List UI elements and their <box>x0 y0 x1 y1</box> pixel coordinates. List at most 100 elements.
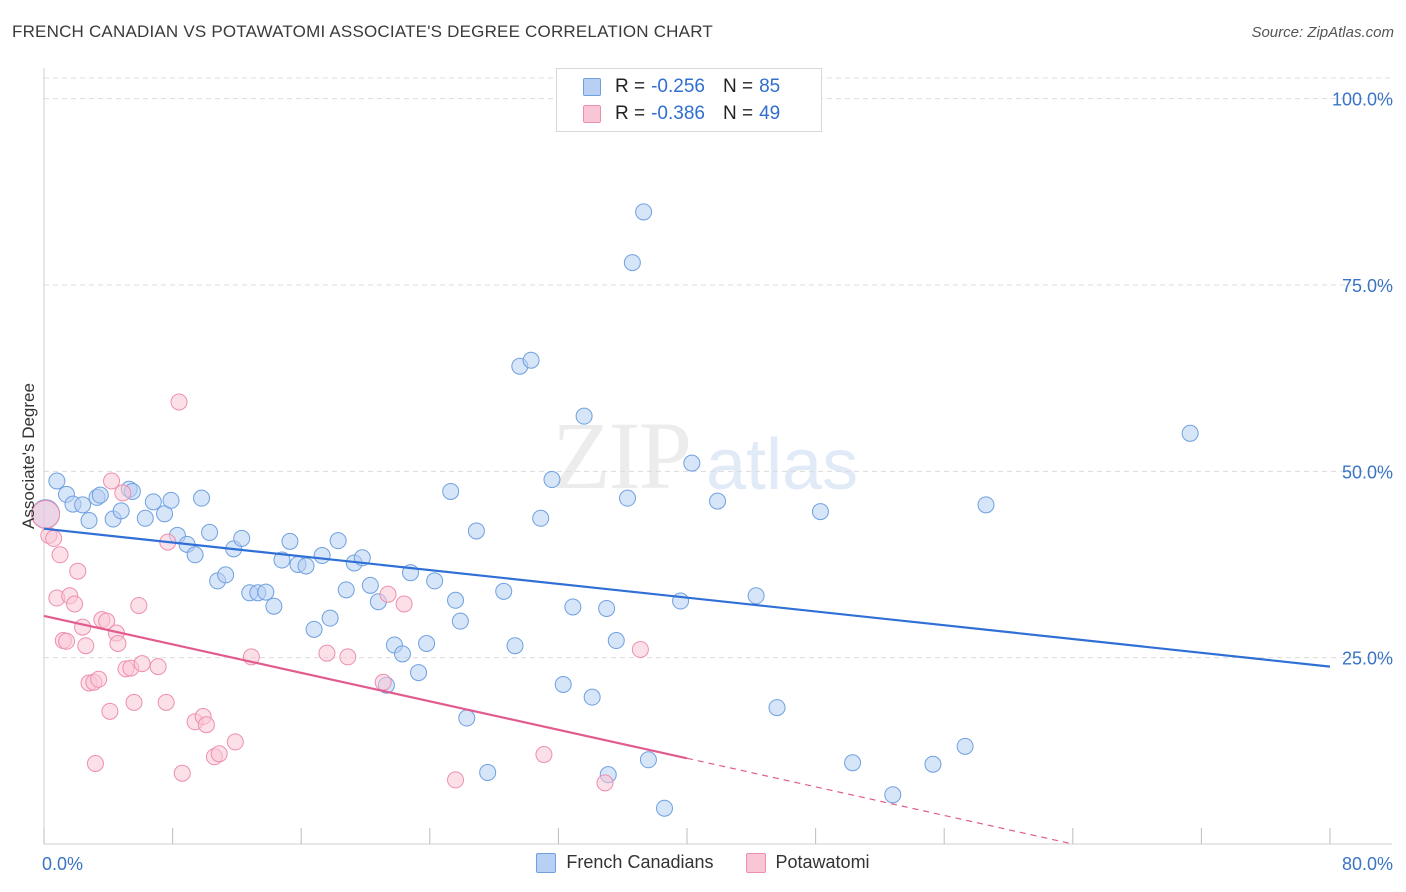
stats-box: R = -0.256 N = 85 R = -0.386 N = 49 <box>556 68 822 132</box>
french-canadians-point <box>522 351 540 369</box>
french-canadians-point <box>583 688 601 706</box>
french-canadians-point <box>655 799 673 817</box>
french-canadians-point <box>768 699 786 717</box>
french-canadians-point <box>1181 424 1199 442</box>
x-tick-label: 80.0% <box>1342 854 1393 874</box>
french-canadians-swatch <box>583 78 601 96</box>
french-canadians-point <box>281 532 299 550</box>
french-canadians-point <box>495 582 513 600</box>
potawatomi-point <box>103 472 121 490</box>
french-canadians-point <box>233 529 251 547</box>
n-value: 49 <box>759 103 781 124</box>
potawatomi-trend-extension <box>686 757 1073 845</box>
french-canadians-point <box>635 203 653 221</box>
potawatomi-point <box>86 755 104 773</box>
french-canadians-point <box>297 557 315 575</box>
watermark-atlas: atlas <box>706 425 859 505</box>
french-canadians-point <box>418 634 436 652</box>
french-canadians-point <box>639 751 657 769</box>
chart-title: FRENCH CANADIAN VS POTAWATOMI ASSOCIATE'… <box>12 22 713 41</box>
legend-swatch <box>536 852 557 873</box>
legend-item-potawatomi[interactable]: Potawatomi <box>745 852 870 873</box>
axes <box>43 68 1392 845</box>
french-canadians-point <box>924 755 942 773</box>
french-canadians-point <box>201 523 219 541</box>
french-canadians-point <box>467 522 485 540</box>
french-canadians-point <box>844 754 862 772</box>
french-canadians-point <box>598 599 616 617</box>
potawatomi-point <box>90 670 108 688</box>
french-canadians-point <box>426 572 444 590</box>
french-canadians-point <box>543 471 561 489</box>
french-canadians-point <box>144 493 162 511</box>
french-canadians-point <box>956 737 974 755</box>
potawatomi-point <box>45 529 63 547</box>
r-label: R = <box>615 103 646 124</box>
french-canadians-point <box>747 587 765 605</box>
legend: French Canadians Potawatomi <box>0 852 1406 873</box>
french-canadians-point <box>321 609 339 627</box>
legend-label: Potawatomi <box>775 852 870 872</box>
potawatomi-point <box>170 393 188 411</box>
french-canadians-point <box>623 254 641 272</box>
legend-label: French Canadians <box>566 852 714 872</box>
french-canadians-point <box>619 489 637 507</box>
french-canadians-point <box>811 503 829 521</box>
french-canadians-point <box>410 664 428 682</box>
stats-row-potawatomi: R = -0.386 N = 49 <box>583 102 780 126</box>
watermark-zip: ZIP <box>552 402 692 509</box>
trend-lines <box>43 527 1331 845</box>
french-canadians-point <box>257 583 275 601</box>
french-canadians-point <box>564 598 582 616</box>
data-points <box>31 203 1199 817</box>
y-tick-label: 25.0% <box>1342 649 1393 669</box>
y-tick-label: 100.0% <box>1332 90 1393 110</box>
french-canadians-point <box>977 496 995 514</box>
french-canadians-point <box>607 632 625 650</box>
french-canadians-point <box>193 489 211 507</box>
y-tick-label: 75.0% <box>1342 276 1393 296</box>
potawatomi-point <box>51 546 69 564</box>
potawatomi-point <box>101 702 119 720</box>
french-canadians-point <box>136 509 154 527</box>
potawatomi-point <box>374 673 392 691</box>
potawatomi-point <box>596 774 614 792</box>
n-label: N = <box>722 76 754 97</box>
french-canadians-point <box>305 620 323 638</box>
french-canadians-point <box>683 454 701 472</box>
french-canadians-point <box>112 502 130 520</box>
potawatomi-point <box>197 716 215 734</box>
stats-row-french-canadians: R = -0.256 N = 85 <box>583 75 780 99</box>
legend-item-french-canadians[interactable]: French Canadians <box>536 852 714 873</box>
n-label: N = <box>722 103 754 124</box>
french-canadians-point <box>575 407 593 425</box>
french-canadians-trend <box>43 527 1331 668</box>
potawatomi-point <box>631 640 649 658</box>
y-axis-label: Associate's Degree <box>19 383 38 529</box>
french-canadians-point <box>186 546 204 564</box>
potawatomi-point <box>69 562 87 580</box>
potawatomi-point <box>379 585 397 603</box>
french-canadians-point <box>217 566 235 584</box>
potawatomi-point <box>339 648 357 666</box>
potawatomi-point <box>395 595 413 613</box>
r-value: -0.386 <box>651 103 705 124</box>
potawatomi-point <box>226 733 244 751</box>
potawatomi-point <box>157 693 175 711</box>
n-value: 85 <box>759 76 781 97</box>
french-canadians-point <box>162 491 180 509</box>
potawatomi-point <box>173 764 191 782</box>
french-canadians-point <box>447 591 465 609</box>
potawatomi-swatch <box>583 105 601 123</box>
y-tick-label: 50.0% <box>1342 462 1393 482</box>
tick-labels: 25.0% 50.0% 75.0% 100.0% 0.0% 80.0% <box>42 90 1393 874</box>
french-canadians-point <box>337 581 355 599</box>
potawatomi-point <box>130 596 148 614</box>
potawatomi-point <box>149 658 167 676</box>
potawatomi-point <box>125 693 143 711</box>
french-canadians-point <box>709 492 727 510</box>
legend-swatch <box>745 852 766 873</box>
french-canadians-point <box>393 645 411 663</box>
potawatomi-point <box>77 637 95 655</box>
